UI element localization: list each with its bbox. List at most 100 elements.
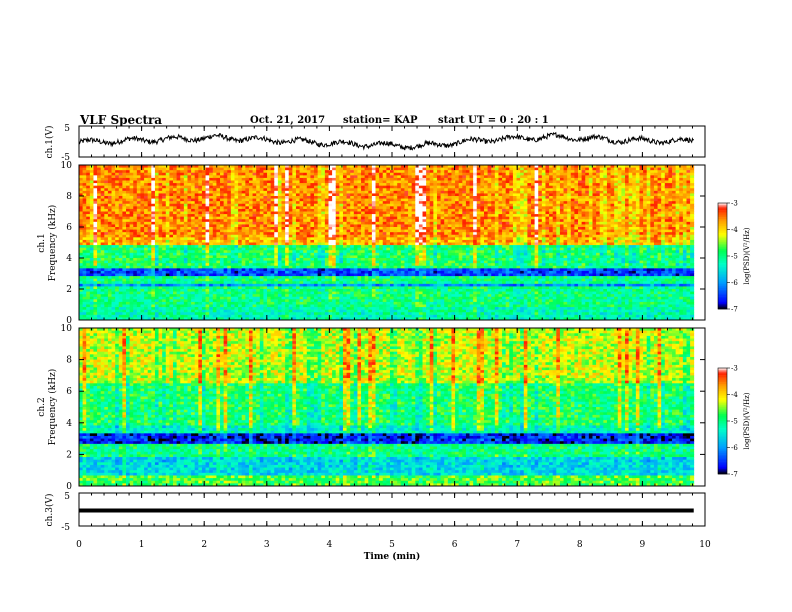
spectrogram-cell [238, 291, 243, 295]
spectrogram-cell [180, 221, 185, 225]
spectrogram-cell [285, 198, 290, 202]
spectrogram-cell [129, 301, 134, 305]
spectrogram-cell [79, 247, 84, 251]
spectrogram-cell [314, 258, 319, 261]
spectrogram-cell [274, 232, 279, 236]
spectrogram-cell [267, 237, 272, 241]
spectrogram-cell [216, 273, 221, 277]
spectrogram-cell [324, 255, 329, 259]
spectrogram-cell [187, 263, 192, 267]
spectrogram-cell [321, 188, 326, 192]
spectrogram-cell [173, 185, 178, 189]
spectrogram-cell [371, 219, 376, 223]
spectrogram-cell [115, 167, 120, 171]
spectrogram-cell [187, 177, 192, 181]
spectrogram-cell [263, 314, 268, 318]
spectrogram-cell [154, 198, 159, 202]
spectrogram-cell [288, 242, 293, 246]
spectrogram-cell [263, 276, 268, 280]
spectrogram-cell [328, 263, 333, 267]
spectrogram-cell [93, 216, 98, 220]
spectrogram-cell [136, 227, 141, 230]
spectrogram-cell [79, 281, 84, 285]
spectrogram-cell [93, 258, 98, 261]
spectrogram-cell [350, 255, 355, 259]
spectrogram-cell [194, 211, 199, 215]
spectrogram-cell [220, 237, 225, 241]
spectrogram-cell [357, 250, 362, 254]
spectrogram-cell [259, 307, 264, 311]
spectrogram-cell [270, 185, 275, 189]
spectrogram-cell [209, 307, 214, 311]
spectrogram-cell [350, 190, 355, 194]
spectrogram-cell [285, 239, 290, 243]
spectrogram-cell [324, 286, 329, 290]
spectrogram-cell [270, 214, 275, 218]
spectrogram-cell [144, 247, 149, 251]
spectrogram-cell [201, 183, 206, 187]
spectrogram-cell [205, 237, 210, 241]
spectrogram-cell [328, 255, 333, 259]
spectrogram-cell [212, 180, 217, 184]
spectrogram-cell [183, 268, 188, 272]
spectrogram-cell [194, 206, 199, 210]
spectrogram-cell [191, 314, 196, 318]
spectrogram-cell [216, 201, 221, 205]
spectrogram-cell [364, 260, 369, 264]
spectrogram-cell [180, 190, 185, 194]
spectrogram-cell [353, 170, 358, 174]
spectrogram-cell [165, 299, 170, 303]
spectrogram-cell [129, 276, 134, 280]
spectrogram-cell [89, 296, 94, 300]
spectrogram-cell [183, 203, 188, 207]
spectrogram-cell [335, 237, 340, 241]
spectrogram-cell [86, 198, 91, 202]
spectrogram-cell [147, 265, 152, 269]
spectrogram-cell [252, 183, 257, 187]
spectrogram-cell [223, 224, 228, 228]
spectrogram-cell [183, 165, 188, 168]
spectrogram-cell [147, 165, 152, 168]
spectrogram-cell [303, 289, 308, 292]
spectrogram-cell [118, 232, 123, 236]
spectrogram-cell [292, 270, 297, 274]
spectrogram-cell [299, 273, 304, 277]
spectrogram-cell [100, 314, 105, 318]
spectrogram-cell [241, 165, 246, 168]
spectrogram-cell [263, 214, 268, 218]
spectrogram-cell [180, 185, 185, 189]
spectrogram-cell [256, 211, 261, 215]
spectrogram-cell [111, 211, 116, 215]
spectrogram-cell [100, 291, 105, 295]
spectrogram-cell [183, 234, 188, 238]
spectrogram-cell [353, 309, 358, 313]
spectrogram-cell [285, 221, 290, 225]
spectrogram-cell [342, 221, 347, 225]
spectrogram-cell [122, 211, 127, 215]
spectrogram-cell [234, 180, 239, 184]
spectrogram-cell [361, 283, 366, 287]
spectrogram-cell [292, 278, 297, 282]
spectrogram-cell [270, 216, 275, 220]
spectrogram-cell [212, 167, 217, 171]
spectrogram-cell [191, 299, 196, 303]
spectrogram-cell [259, 227, 264, 230]
spectrogram-cell [317, 309, 322, 313]
spectrogram-cell [82, 188, 87, 192]
spectrogram-cell [371, 224, 376, 228]
spectrogram-cell [205, 296, 210, 300]
spectrogram-cell [281, 211, 286, 215]
spectrogram-cell [107, 307, 112, 311]
spectrogram-cell [353, 229, 358, 233]
spectrogram-cell [306, 198, 311, 202]
spectrogram-cell [82, 211, 87, 215]
spectrogram-cell [115, 188, 120, 192]
spectrogram-cell [270, 221, 275, 225]
spectrogram-cell [176, 286, 181, 290]
spectrogram-cell [303, 260, 308, 264]
spectrogram-cell [136, 268, 141, 272]
spectrogram-cell [238, 219, 243, 223]
spectrogram-cell [223, 270, 228, 274]
spectrogram-cell [267, 304, 272, 308]
spectrogram-cell [241, 188, 246, 192]
